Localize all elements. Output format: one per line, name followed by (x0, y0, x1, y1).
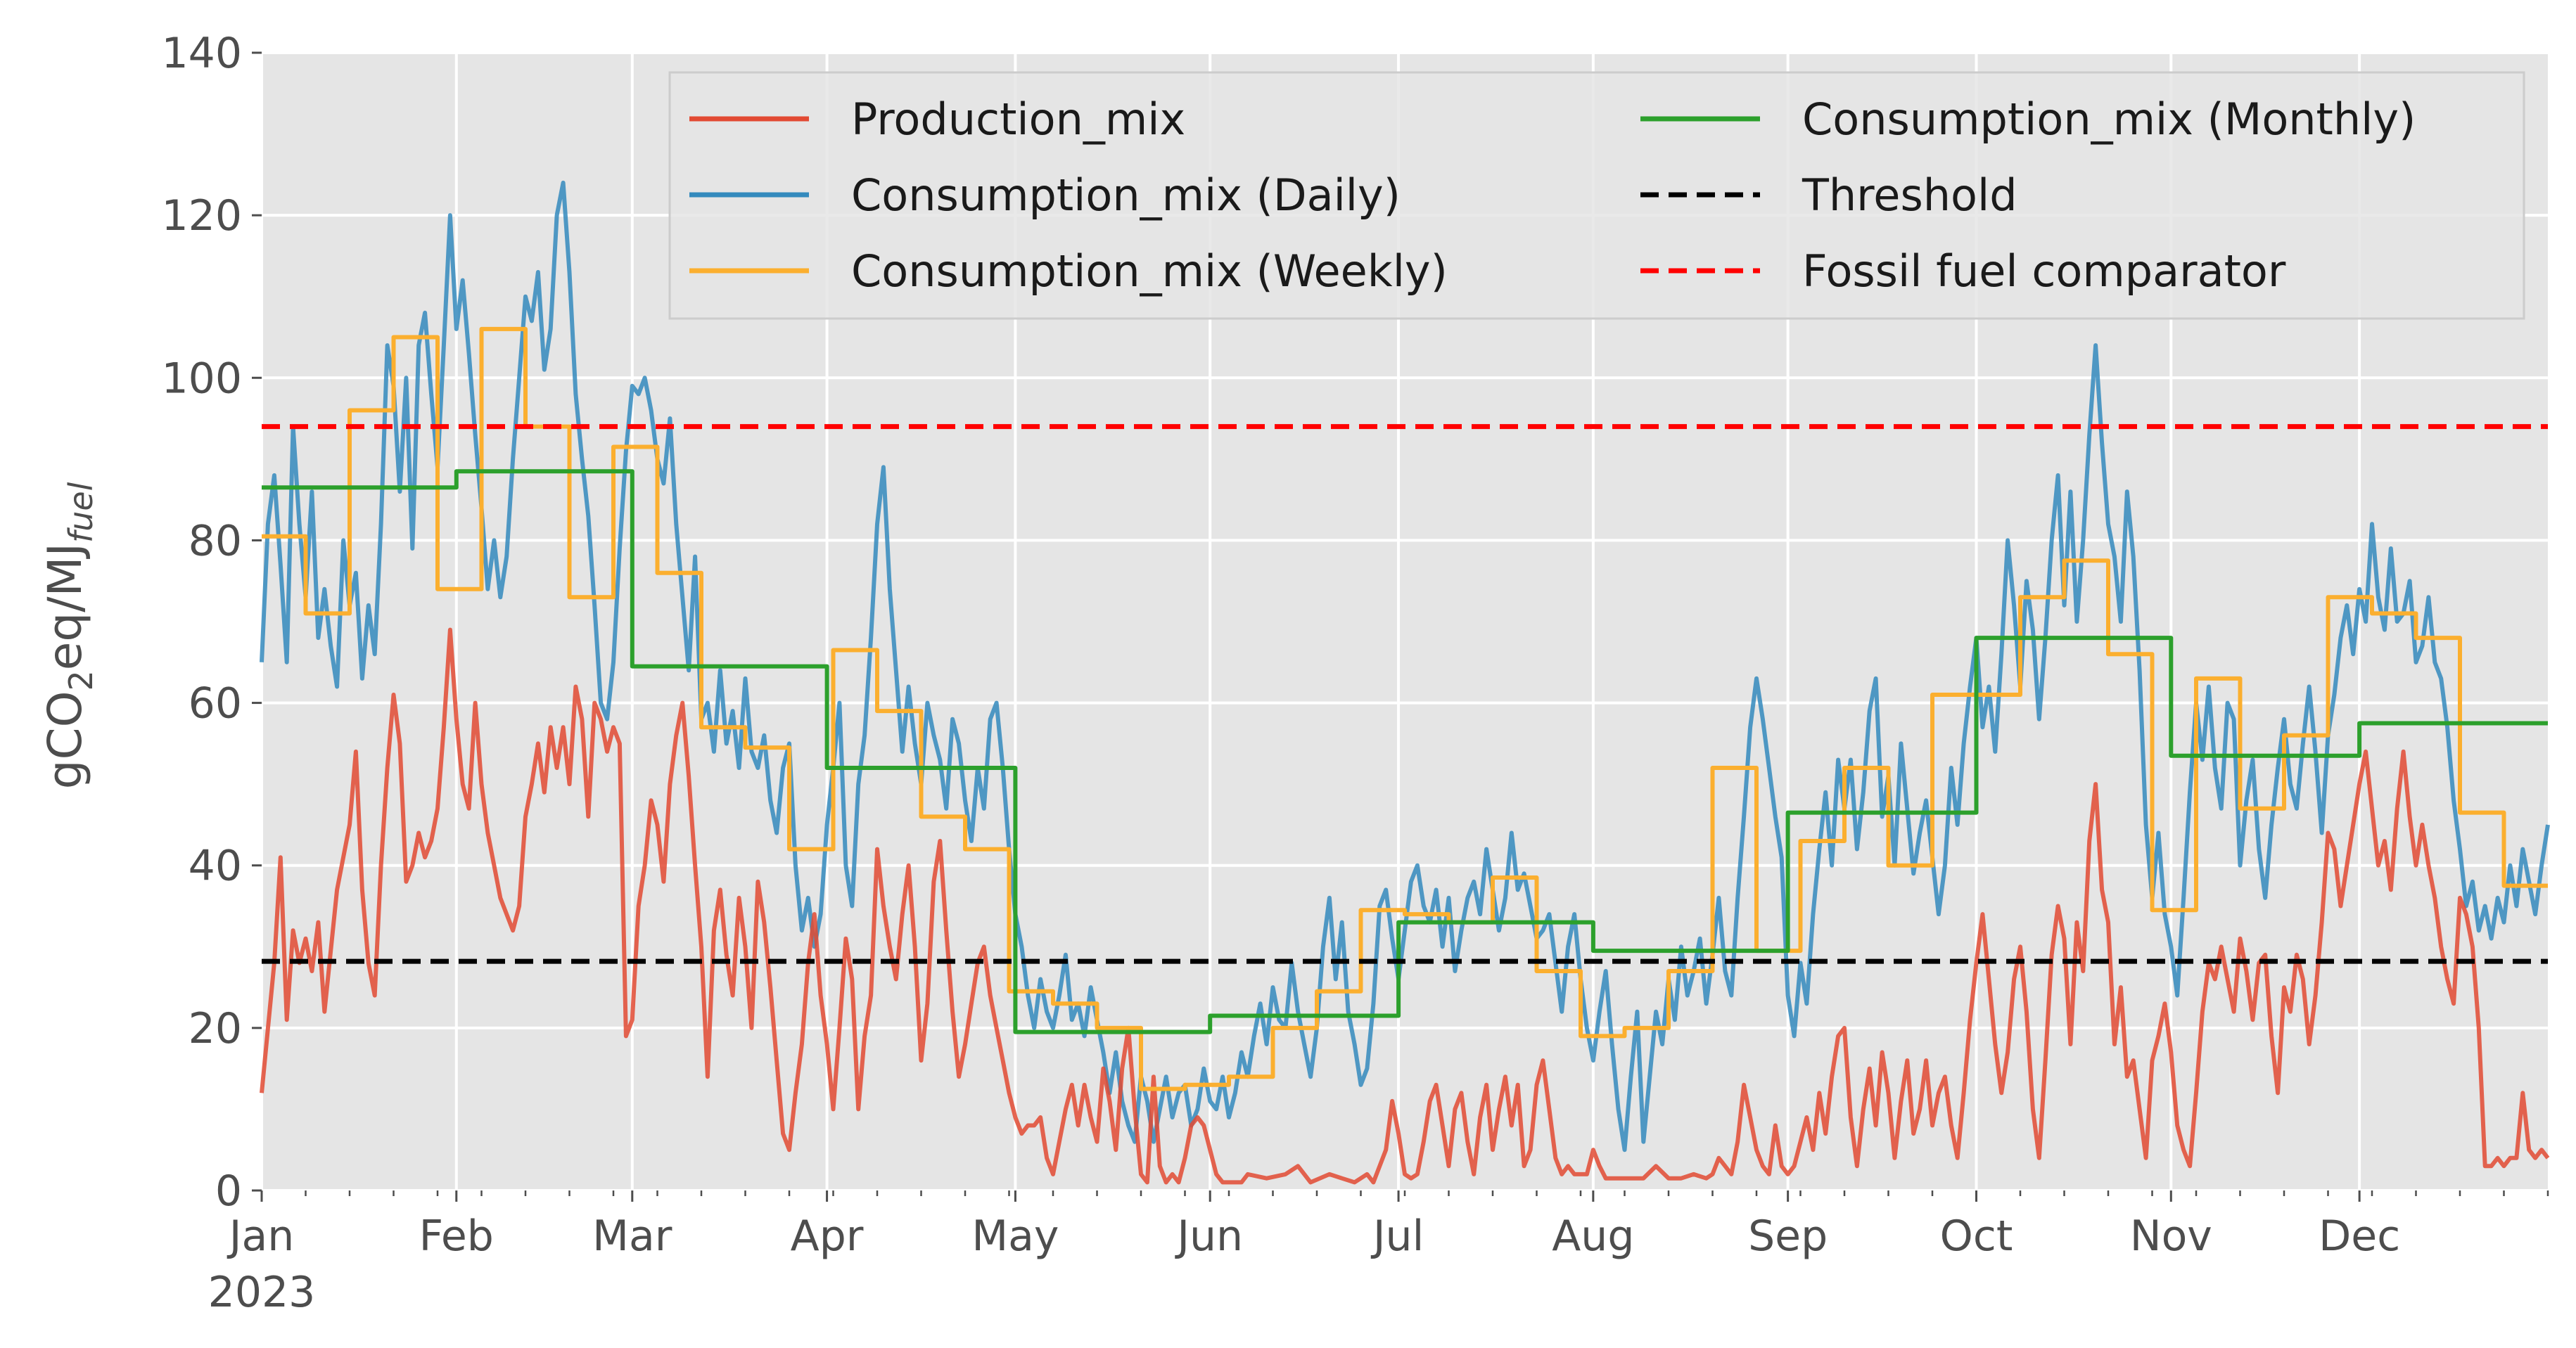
x-tick-label-apr: Apr (791, 1212, 864, 1261)
legend-label: Production_mix (851, 94, 1185, 145)
series-group (260, 180, 2550, 1185)
series-line-consumption-mix-monthly (262, 469, 2548, 1034)
x-tick-label-aug: Aug (1552, 1212, 1634, 1261)
axes: 0 20 40 60 80 100 120 140 Jan Feb Mar Apr May Jun Jul A… (38, 29, 2549, 1317)
y-tick-label-20: 20 (189, 1004, 242, 1053)
x-tick-label-jan: Jan (227, 1212, 295, 1261)
legend-box (668, 71, 2525, 320)
y-axis-title: gCO2eq/MJfuel (38, 482, 100, 789)
x-tick-label-nov: Nov (2130, 1212, 2212, 1261)
legend-label: Consumption_mix (Daily) (851, 169, 1401, 221)
x-tick-label-dec: Dec (2319, 1212, 2400, 1261)
x-year-label: 2023 (208, 1268, 316, 1317)
y-tick-label-140: 140 (161, 29, 242, 78)
series-line-production-mix (260, 627, 2550, 1185)
series-line-consumption-mix-daily (260, 180, 2550, 1153)
y-tick-label-0: 0 (215, 1167, 242, 1216)
y-tick-label-80: 80 (189, 516, 242, 565)
x-tick-label-mar: Mar (592, 1212, 672, 1261)
x-tick-label-may: May (971, 1212, 1059, 1261)
y-axis-title-part: eq/MJ (38, 543, 92, 670)
x-tick-label-sep: Sep (1748, 1212, 1828, 1261)
x-tick-label-feb: Feb (419, 1212, 494, 1261)
x-tick-label-jul: Jul (1370, 1212, 1424, 1261)
y-tick-label-40: 40 (189, 842, 242, 891)
y-axis-title-subscript: fuel (62, 482, 100, 543)
series-line-consumption-mix-weekly (262, 326, 2548, 1091)
y-axis-title-subscript: 2 (62, 670, 100, 691)
x-tick-label-oct: Oct (1940, 1212, 2013, 1261)
y-tick-label-100: 100 (161, 354, 242, 403)
legend-label: Consumption_mix (Monthly) (1802, 94, 2416, 145)
y-tick-label-60: 60 (189, 679, 242, 728)
x-tick-label-jun: Jun (1174, 1212, 1243, 1261)
legend-label: Threshold (1802, 169, 2017, 221)
legend: Production_mix Consumption_mix (Daily) Con… (668, 71, 2525, 320)
legend-label: Fossil fuel comparator (1802, 245, 2286, 297)
legend-label: Consumption_mix (Weekly) (851, 245, 1448, 297)
y-axis-title-part: gCO (38, 691, 92, 789)
y-tick-label-120: 120 (161, 191, 242, 240)
